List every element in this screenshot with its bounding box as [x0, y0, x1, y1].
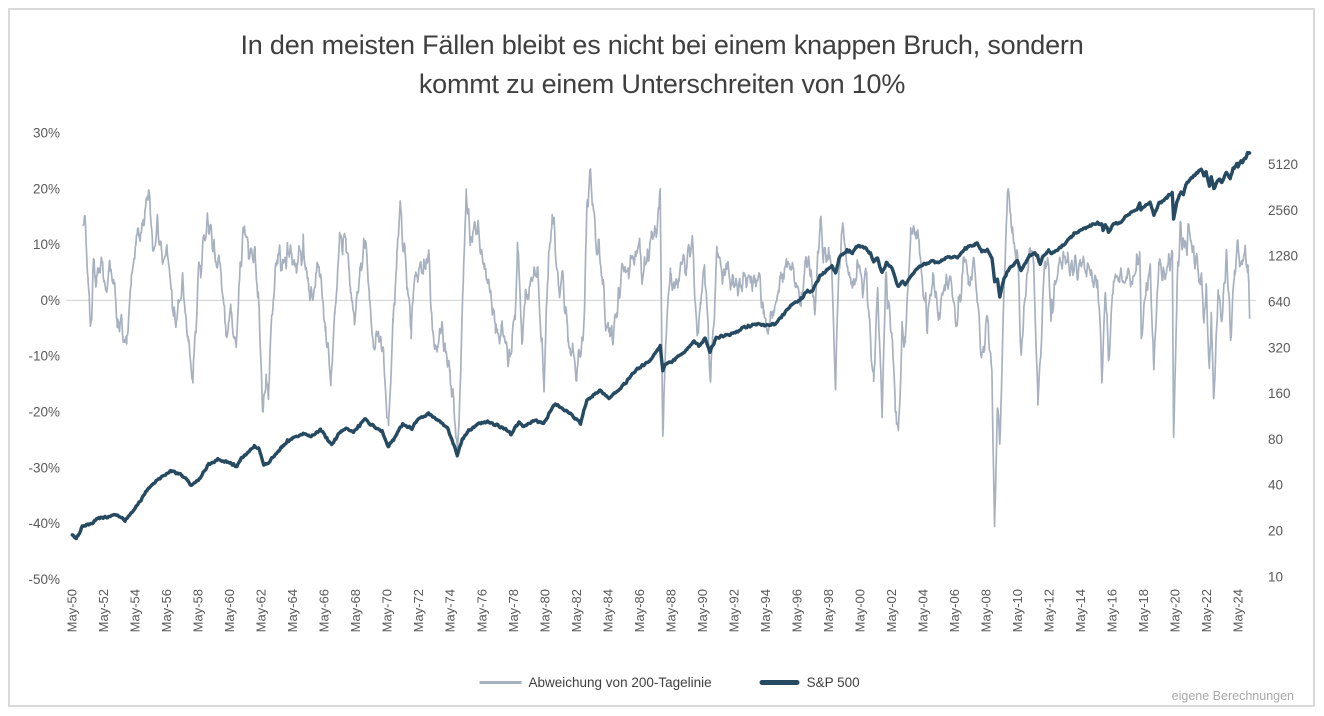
y-right-tick-label: 2560: [1268, 203, 1298, 218]
legend-item-deviation: Abweichung von 200-Tagelinie: [479, 675, 712, 690]
x-tick-label: May-90: [695, 589, 710, 632]
x-tick-label: May-88: [663, 589, 678, 632]
y-right-tick-label: 320: [1268, 340, 1291, 355]
x-tick-label: May-12: [1042, 589, 1057, 632]
x-tick-label: May-84: [600, 589, 615, 632]
x-tick-label: May-86: [632, 589, 647, 632]
source-note: eigene Berechnungen: [1171, 689, 1294, 703]
y-right-tick-label: 40: [1268, 478, 1283, 493]
x-tick-label: May-14: [1073, 589, 1088, 632]
legend: Abweichung von 200-Tagelinie S&P 500: [479, 675, 860, 690]
x-tick-label: May-04: [916, 589, 931, 632]
x-tick-label: May-66: [317, 589, 332, 632]
y-right-tick-label: 640: [1268, 295, 1291, 310]
x-tick-label: May-58: [191, 589, 206, 632]
x-tick-label: May-70: [380, 589, 395, 632]
sp500-line-swatch-icon: [759, 680, 800, 685]
y-left-tick-label: 10%: [33, 237, 60, 252]
x-tick-label: May-56: [159, 589, 174, 632]
y-right-tick-label: 80: [1268, 432, 1283, 447]
deviation-line: [81, 168, 1251, 528]
y-left-tick-label: 20%: [33, 181, 60, 196]
y-left-tick-label: 0%: [40, 293, 60, 308]
x-tick-label: May-02: [884, 589, 899, 632]
y-right-tick-label: 20: [1268, 524, 1283, 539]
x-tick-label: May-54: [128, 589, 143, 632]
chart-title-line-2: kommt zu einem Unterschreiten von 10%: [418, 69, 906, 99]
chart-title: In den meisten Fällen bleibt es nicht be…: [0, 26, 1324, 104]
y-right-tick-label: 1280: [1268, 249, 1298, 264]
x-tick-label: May-64: [285, 589, 300, 632]
y-right-tick-label: 10: [1268, 569, 1283, 584]
y-left-tick-label: -20%: [28, 405, 60, 420]
x-tick-label: May-10: [1010, 589, 1025, 632]
x-tick-label: May-82: [569, 589, 584, 632]
x-tick-label: May-76: [474, 589, 489, 632]
x-tick-label: May-60: [222, 589, 237, 632]
deviation-line-swatch-icon: [479, 681, 522, 684]
y-left-tick-label: -30%: [28, 460, 60, 475]
y-left-tick-label: 30%: [33, 126, 60, 141]
x-tick-label: May-80: [537, 589, 552, 632]
x-tick-label: May-94: [758, 589, 773, 632]
chart-title-line-1: In den meisten Fällen bleibt es nicht be…: [240, 30, 1084, 60]
legend-label-sp500: S&P 500: [806, 675, 860, 690]
x-tick-label: May-62: [254, 589, 269, 632]
x-tick-label: May-08: [979, 589, 994, 632]
x-tick-label: May-20: [1168, 589, 1183, 632]
x-tick-label: May-18: [1136, 589, 1151, 632]
x-tick-label: May-72: [411, 589, 426, 632]
x-tick-label: May-96: [789, 589, 804, 632]
x-tick-label: May-16: [1105, 589, 1120, 632]
x-tick-label: May-92: [726, 589, 741, 632]
y-left-tick-label: -40%: [28, 516, 60, 531]
x-tick-label: May-06: [947, 589, 962, 632]
x-tick-label: May-78: [506, 589, 521, 632]
x-tick-label: May-00: [853, 589, 868, 632]
sp500-line: [70, 150, 1252, 541]
x-tick-label: May-52: [96, 589, 111, 632]
x-tick-label: May-22: [1199, 589, 1214, 632]
y-left-tick-label: -50%: [28, 572, 60, 587]
x-tick-label: May-98: [821, 589, 836, 632]
x-tick-label: May-50: [65, 589, 80, 632]
legend-label-deviation: Abweichung von 200-Tagelinie: [528, 675, 712, 690]
x-tick-label: May-74: [443, 589, 458, 632]
y-left-tick-label: -10%: [28, 349, 60, 364]
legend-item-sp500: S&P 500: [759, 675, 860, 690]
x-tick-label: May-24: [1231, 589, 1246, 632]
x-tick-label: May-68: [348, 589, 363, 632]
y-right-tick-label: 5120: [1268, 157, 1298, 172]
y-right-tick-label: 160: [1268, 386, 1291, 401]
